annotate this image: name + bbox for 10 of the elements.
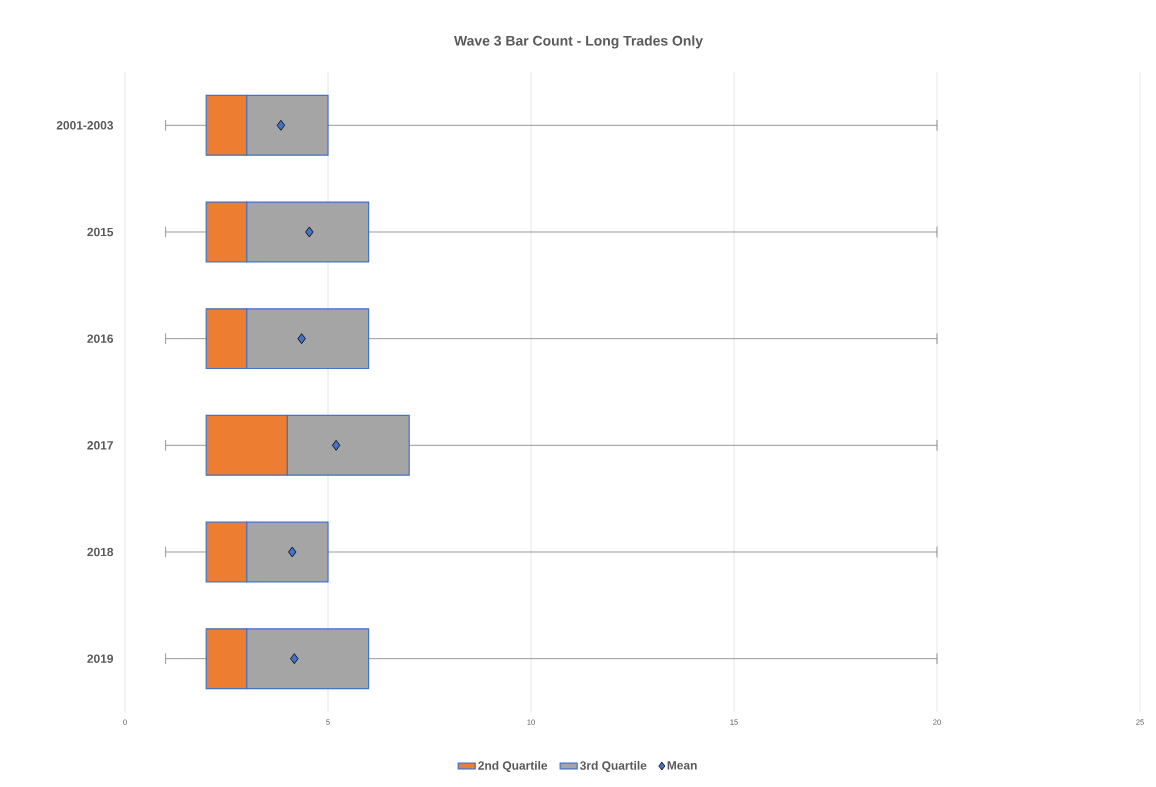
- y-tick-label: 2016: [87, 334, 114, 343]
- chart-title: Wave 3 Bar Count - Long Trades Only: [454, 35, 703, 49]
- y-tick-label: 2017: [87, 441, 113, 450]
- y-tick-label: 2019: [87, 654, 114, 663]
- y-tick-label: 2015: [87, 227, 114, 237]
- legend-label: 3rd Quartile: [580, 760, 647, 772]
- legend-label: Mean: [667, 761, 697, 770]
- y-tick-label: 2018: [87, 547, 114, 557]
- y-tick-label: 2001-2003: [56, 121, 114, 130]
- legend-label: 2nd Quartile: [478, 760, 548, 772]
